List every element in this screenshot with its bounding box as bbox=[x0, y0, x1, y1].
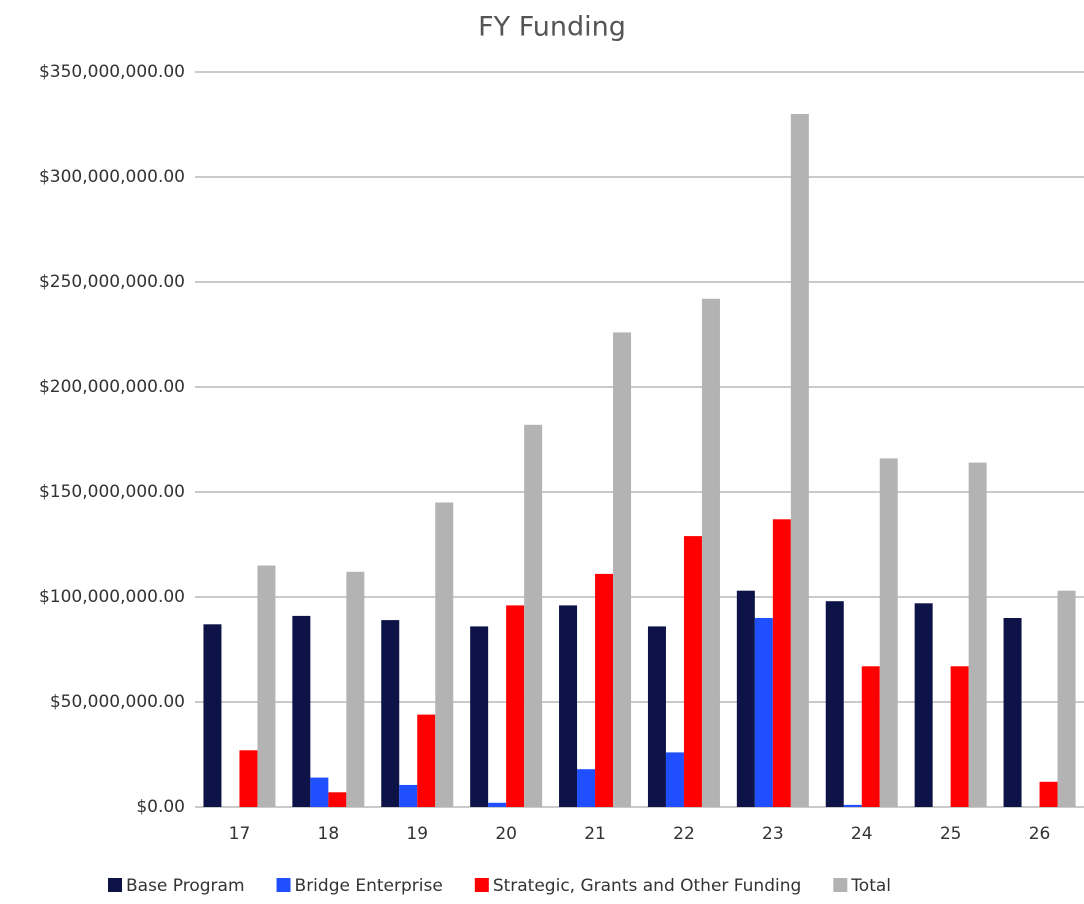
y-tick-label: $300,000,000.00 bbox=[39, 167, 185, 187]
x-tick-label: 23 bbox=[762, 824, 784, 844]
x-tick-label: 18 bbox=[318, 824, 340, 844]
bar bbox=[613, 332, 632, 807]
bar bbox=[701, 298, 720, 807]
bar bbox=[524, 424, 543, 807]
bar bbox=[665, 752, 684, 807]
bar bbox=[506, 605, 525, 807]
bar bbox=[772, 519, 791, 807]
bar bbox=[950, 666, 969, 807]
legend-label: Total bbox=[850, 876, 891, 896]
bar bbox=[328, 792, 347, 807]
bar bbox=[1039, 781, 1058, 807]
legend-swatch bbox=[108, 878, 122, 892]
bar bbox=[595, 573, 614, 807]
legend-swatch bbox=[833, 878, 848, 892]
bar bbox=[417, 714, 436, 807]
legend-swatch bbox=[474, 878, 489, 892]
bar bbox=[203, 624, 222, 807]
legend-swatch bbox=[276, 878, 291, 892]
x-tick-label: 26 bbox=[1029, 824, 1051, 844]
y-tick-label: $100,000,000.00 bbox=[39, 587, 185, 607]
bar bbox=[346, 571, 365, 807]
chart-title: FY Funding bbox=[478, 12, 626, 43]
bar bbox=[754, 618, 773, 807]
bar bbox=[310, 777, 329, 807]
bar bbox=[1057, 590, 1076, 807]
legend-label: Bridge Enterprise bbox=[295, 876, 443, 896]
x-tick-label: 21 bbox=[584, 824, 606, 844]
bar bbox=[239, 750, 258, 807]
bar bbox=[559, 605, 578, 807]
legend-label: Strategic, Grants and Other Funding bbox=[493, 876, 801, 896]
bar bbox=[790, 114, 809, 807]
bar bbox=[257, 565, 276, 807]
bar bbox=[914, 603, 933, 807]
x-tick-label: 22 bbox=[673, 824, 695, 844]
legend-label: Base Program bbox=[126, 876, 245, 896]
bar bbox=[488, 802, 507, 807]
y-tick-label: $0.00 bbox=[136, 797, 185, 817]
y-tick-label: $150,000,000.00 bbox=[39, 482, 185, 502]
bar bbox=[381, 620, 400, 807]
bar bbox=[470, 626, 489, 807]
bar bbox=[825, 601, 844, 807]
bar bbox=[292, 615, 311, 807]
bar bbox=[577, 769, 596, 807]
y-tick-label: $200,000,000.00 bbox=[39, 377, 185, 397]
bar bbox=[683, 536, 702, 807]
bar bbox=[736, 590, 755, 807]
x-tick-label: 17 bbox=[229, 824, 251, 844]
bar bbox=[843, 804, 862, 807]
x-tick-label: 20 bbox=[495, 824, 517, 844]
bar bbox=[1003, 618, 1022, 807]
y-tick-label: $350,000,000.00 bbox=[39, 62, 185, 82]
bar bbox=[647, 626, 666, 807]
bar bbox=[879, 458, 898, 807]
x-tick-label: 25 bbox=[940, 824, 962, 844]
bar bbox=[435, 502, 454, 807]
bar bbox=[968, 462, 987, 807]
x-tick-label: 24 bbox=[851, 824, 873, 844]
y-tick-label: $50,000,000.00 bbox=[50, 692, 185, 712]
x-tick-label: 19 bbox=[406, 824, 428, 844]
bar bbox=[861, 666, 880, 807]
y-tick-label: $250,000,000.00 bbox=[39, 272, 185, 292]
bar bbox=[399, 784, 418, 807]
